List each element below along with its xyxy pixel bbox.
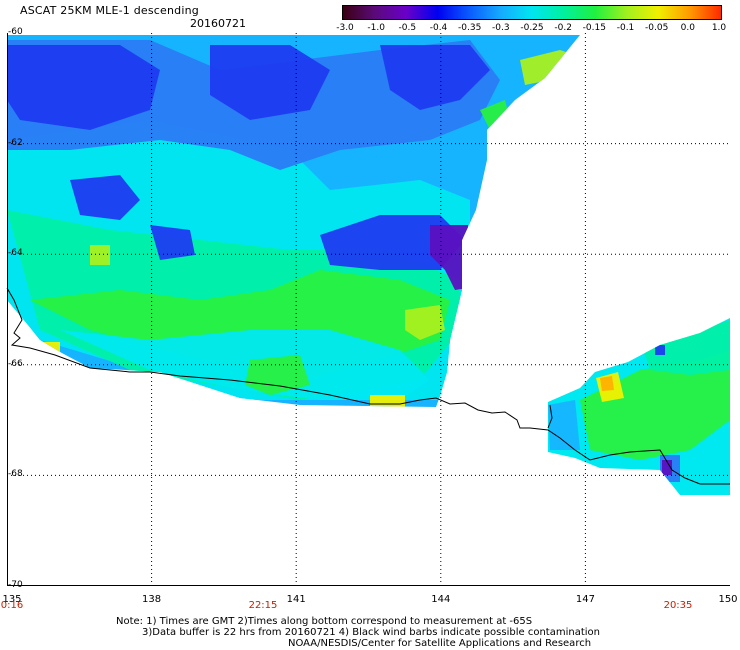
colorbar-tick-label: -0.1	[616, 23, 635, 33]
colorbar-tick-label: -3.0	[336, 23, 354, 33]
colorbar-tick-label: -0.4	[429, 23, 448, 33]
longitude-label: 147	[575, 594, 595, 605]
map-title: ASCAT 25KM MLE-1 descending	[20, 4, 199, 17]
latitude-label: -62	[8, 137, 23, 148]
latitude-label: -66	[8, 358, 23, 369]
latitude-label: -60	[8, 27, 23, 37]
note-line-2: 3)Data buffer is 22 hrs from 20160721 4)…	[142, 627, 600, 638]
latitude-label: -70	[8, 580, 23, 590]
note-line-1: Note: 1) Times are GMT 2)Times along bot…	[116, 616, 533, 627]
colorbar-gradient	[343, 6, 721, 19]
coastline-path	[6, 287, 730, 485]
map-frame	[7, 33, 730, 586]
longitude-label: 138	[142, 594, 162, 605]
colorbar-tick-label: -1.0	[367, 23, 385, 33]
colorbar-tick-label: 0.0	[680, 23, 695, 33]
colorbar	[342, 5, 722, 20]
colorbar-tick-label: 1.0	[711, 23, 727, 33]
graticule	[7, 33, 730, 586]
colorbar-tick-label: -0.35	[458, 23, 482, 33]
time-label: 0:16	[0, 600, 24, 611]
note-line-3: NOAA/NESDIS/Center for Satellite Applica…	[288, 638, 592, 649]
colorbar-tick-label: -0.15	[582, 23, 606, 33]
longitude-label: 135	[2, 594, 22, 605]
time-label: 20:35	[663, 600, 693, 611]
colorbar-tick-label: -0.3	[492, 23, 510, 33]
colorbar-tick-label: -0.5	[398, 23, 417, 33]
latitude-label: -64	[8, 248, 23, 259]
colorbar-tick-label: -0.2	[554, 23, 572, 33]
longitude-label: 150	[718, 594, 738, 605]
colorbar-tick-label: -0.25	[520, 23, 544, 33]
map-date: 20160721	[190, 17, 246, 30]
colorbar-tick-label: -0.05	[645, 23, 669, 33]
latitude-label: -68	[8, 469, 23, 480]
time-label: 22:15	[248, 600, 278, 611]
antarctic-coastline	[6, 287, 730, 485]
longitude-label: 141	[286, 594, 306, 605]
longitude-label: 144	[431, 594, 451, 605]
